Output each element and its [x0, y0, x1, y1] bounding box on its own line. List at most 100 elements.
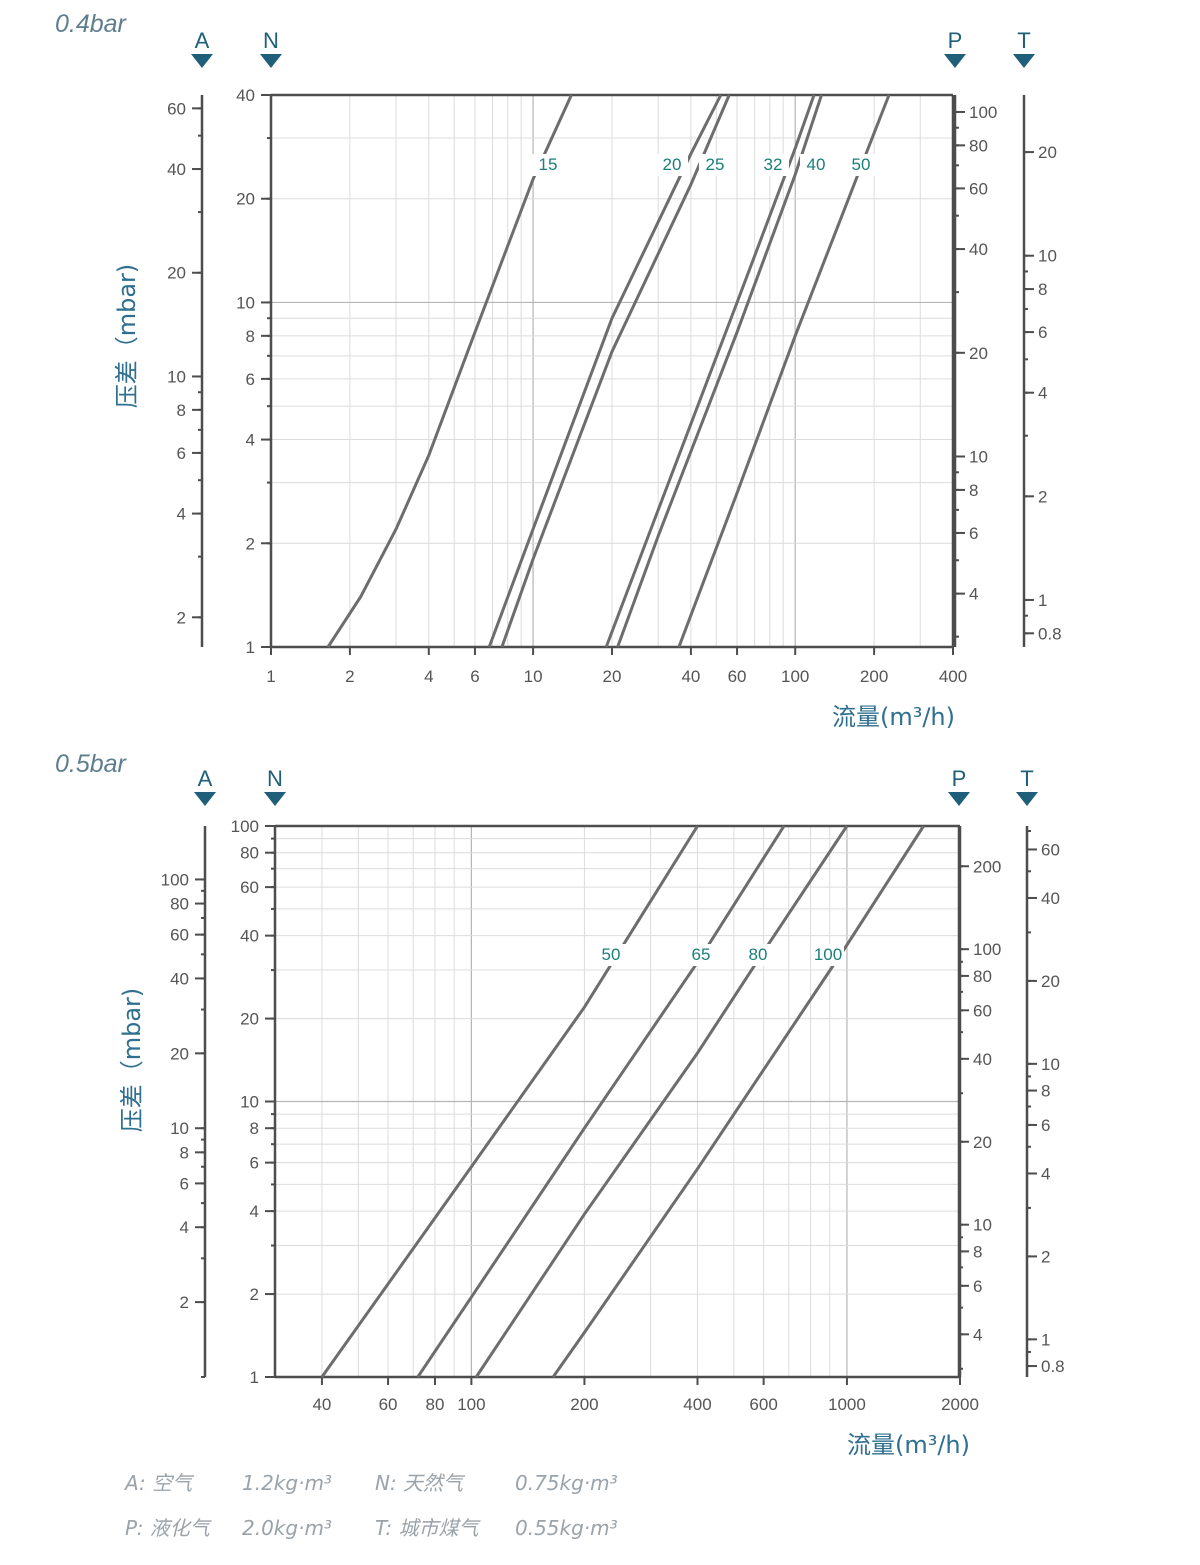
side-tick-label: 6 — [180, 1174, 189, 1193]
side-tick-label: 20 — [969, 344, 988, 363]
side-tick-label: 40 — [170, 969, 189, 988]
series-label-bg — [757, 154, 789, 176]
side-tick-label: 6 — [973, 1277, 982, 1296]
legend-density: 2.0kg·m³ — [242, 1516, 332, 1540]
side-tick-label: 20 — [240, 1010, 259, 1029]
side-tick-label: 8 — [973, 1242, 982, 1261]
side-tick-label: 60 — [240, 878, 259, 897]
x-axis-label: 流量(m³/h) — [847, 1431, 970, 1459]
series-label: 15 — [539, 155, 558, 174]
x-tick-label: 60 — [379, 1395, 398, 1414]
series-curve-32 — [604, 94, 816, 648]
side-tick-label: 6 — [246, 370, 255, 389]
x-tick-label: 2 — [345, 667, 354, 686]
series-label-bg — [685, 944, 717, 966]
side-tick-label: 1 — [1038, 591, 1047, 610]
series-label: 65 — [692, 945, 711, 964]
side-tick-label: 4 — [246, 431, 255, 450]
side-tick-label: 10 — [236, 293, 255, 312]
chart-1: 0.5bar 40 60 80 100 200 400 600 1000 2000 流量(m³/h)… — [55, 750, 1065, 1459]
legend-gas: P: 液化气 — [125, 1516, 213, 1540]
series-curve-40 — [616, 94, 823, 648]
y-axis-label: 压差（mbar) — [118, 988, 146, 1133]
side-tick-label: 2 — [1041, 1247, 1050, 1266]
series-curve-80 — [474, 825, 849, 1378]
series-label: 80 — [749, 945, 768, 964]
marker-letter: P — [952, 766, 967, 791]
side-axis-t: T 0.8 1 2 4 6 8 10 20 — [1013, 28, 1062, 647]
series-curve-50 — [320, 825, 699, 1378]
series-label-bg — [532, 154, 564, 176]
marker-letter: N — [267, 766, 283, 791]
side-tick-label: 20 — [1041, 972, 1060, 991]
down-triangle-icon — [944, 54, 966, 68]
side-tick-label: 60 — [973, 1001, 992, 1020]
x-tick-label: 10 — [524, 667, 543, 686]
series-label-bg — [812, 944, 844, 966]
x-tick-label: 100 — [781, 667, 809, 686]
side-tick-label: 20 — [973, 1133, 992, 1152]
marker-letter: T — [1017, 28, 1030, 53]
series-label: 25 — [706, 155, 725, 174]
x-tick-label: 6 — [470, 667, 479, 686]
side-tick-label: 6 — [1038, 323, 1047, 342]
side-tick-label: 6 — [969, 524, 978, 543]
series-label-bg — [800, 154, 832, 176]
side-tick-label: 1 — [250, 1368, 259, 1387]
side-tick-label: 80 — [969, 136, 988, 155]
x-tick-label: 80 — [426, 1395, 445, 1414]
side-tick-label: 10 — [1038, 247, 1057, 266]
side-tick-label: 10 — [973, 1216, 992, 1235]
down-triangle-icon — [260, 54, 282, 68]
side-tick-label: 100 — [161, 870, 189, 889]
side-tick-label: 8 — [969, 481, 978, 500]
grid — [275, 826, 960, 1377]
series-curve-100 — [551, 825, 925, 1378]
y-axis-label: 压差（mbar) — [113, 264, 141, 409]
side-tick-label: 60 — [170, 926, 189, 945]
legend-gas: T: 城市煤气 — [375, 1516, 481, 1540]
side-tick-label: 40 — [1041, 889, 1060, 908]
marker-letter: T — [1020, 766, 1033, 791]
side-tick-label: 100 — [973, 940, 1001, 959]
side-tick-label: 40 — [236, 86, 255, 105]
series-curve-20 — [487, 94, 723, 648]
legend-density: 0.75kg·m³ — [515, 1471, 618, 1495]
series-label: 50 — [602, 945, 621, 964]
side-tick-label: 4 — [1041, 1164, 1050, 1183]
x-tick-label: 60 — [728, 667, 747, 686]
x-tick-label: 2000 — [941, 1395, 979, 1414]
series-label-bg — [656, 154, 688, 176]
down-triangle-icon — [1013, 54, 1035, 68]
side-tick-label: 4 — [180, 1218, 189, 1237]
series-curve-25 — [500, 94, 731, 648]
side-tick-label: 2 — [1038, 487, 1047, 506]
side-tick-label: 4 — [1038, 384, 1047, 403]
side-tick-label: 8 — [180, 1143, 189, 1162]
x-tick-label: 40 — [312, 1395, 331, 1414]
series-label-bg — [595, 944, 627, 966]
down-triangle-icon — [191, 54, 213, 68]
side-tick-label: 80 — [170, 895, 189, 914]
side-tick-label: 8 — [246, 327, 255, 346]
x-tick-label: 100 — [457, 1395, 485, 1414]
side-tick-label: 10 — [1041, 1055, 1060, 1074]
side-tick-label: 2 — [180, 1293, 189, 1312]
side-axis-t: T 0.8 1 2 4 6 8 10 20 40 60 — [1016, 766, 1065, 1377]
side-tick-label: 60 — [167, 99, 186, 118]
side-tick-label: 100 — [231, 817, 259, 836]
side-tick-label: 1 — [246, 638, 255, 657]
side-tick-label: 40 — [240, 927, 259, 946]
chart-title: 0.4bar — [55, 10, 128, 38]
grid — [271, 95, 953, 647]
side-tick-label: 4 — [969, 585, 978, 604]
marker-letter: N — [263, 28, 279, 53]
chart-title: 0.5bar — [55, 750, 128, 778]
x-tick-label: 40 — [681, 667, 700, 686]
side-tick-label: 60 — [1041, 840, 1060, 859]
marker-letter: A — [198, 766, 213, 791]
side-tick-label: 20 — [1038, 143, 1057, 162]
side-tick-label: 40 — [969, 240, 988, 259]
legend-gas: N: 天然气 — [375, 1471, 466, 1495]
